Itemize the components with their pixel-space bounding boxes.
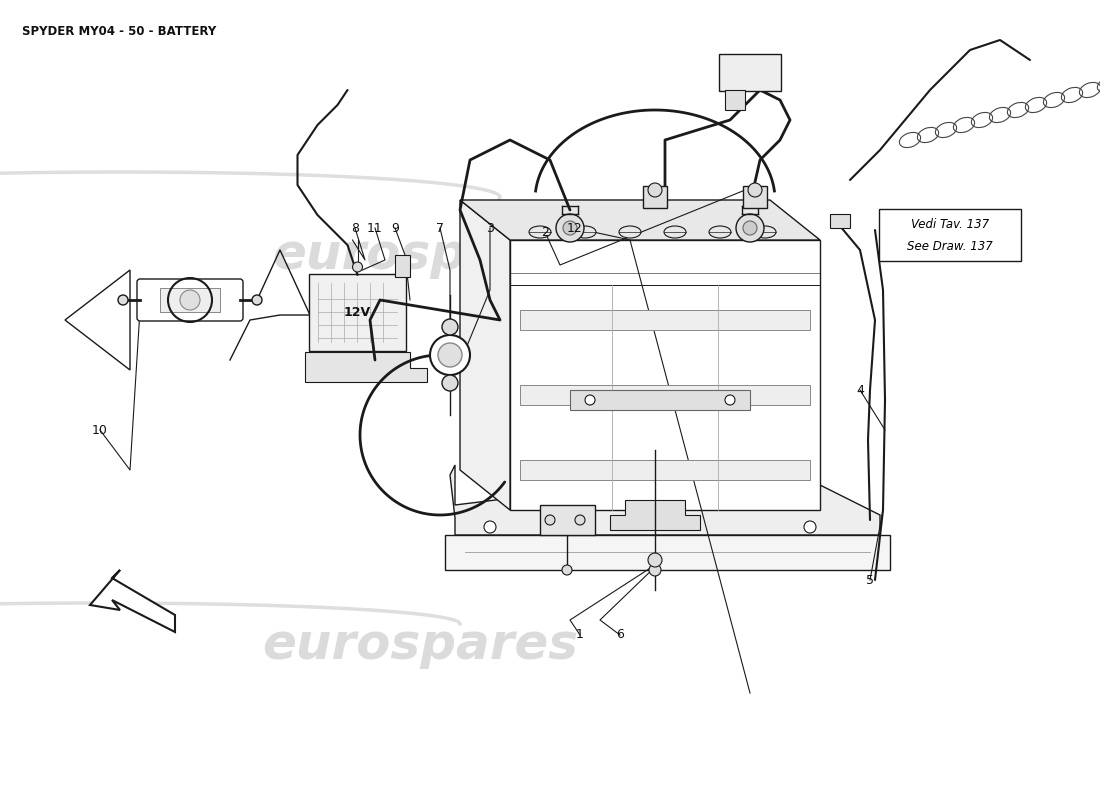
Polygon shape xyxy=(460,200,510,510)
Text: 9: 9 xyxy=(392,222,399,234)
Text: 4: 4 xyxy=(856,383,864,397)
Circle shape xyxy=(544,515,556,525)
FancyBboxPatch shape xyxy=(719,54,781,91)
Circle shape xyxy=(118,295,128,305)
Circle shape xyxy=(649,564,661,576)
Text: 1: 1 xyxy=(576,629,584,642)
Circle shape xyxy=(430,335,470,375)
Text: SPYDER MY04 - 50 - BATTERY: SPYDER MY04 - 50 - BATTERY xyxy=(22,25,217,38)
FancyBboxPatch shape xyxy=(160,288,220,312)
Circle shape xyxy=(725,395,735,405)
Text: 3: 3 xyxy=(486,222,494,234)
Polygon shape xyxy=(446,535,890,570)
Circle shape xyxy=(562,565,572,575)
FancyBboxPatch shape xyxy=(742,186,767,208)
Circle shape xyxy=(575,515,585,525)
Circle shape xyxy=(556,214,584,242)
FancyBboxPatch shape xyxy=(520,385,810,405)
FancyBboxPatch shape xyxy=(520,460,810,480)
Polygon shape xyxy=(610,500,700,530)
Text: 7: 7 xyxy=(436,222,444,234)
Text: 2: 2 xyxy=(541,226,549,238)
Text: 8: 8 xyxy=(351,222,359,234)
Ellipse shape xyxy=(619,226,641,238)
FancyBboxPatch shape xyxy=(309,274,406,351)
Ellipse shape xyxy=(664,226,686,238)
Polygon shape xyxy=(65,270,130,370)
FancyBboxPatch shape xyxy=(879,209,1021,261)
Polygon shape xyxy=(90,570,175,632)
Circle shape xyxy=(585,395,595,405)
Circle shape xyxy=(648,553,662,567)
Bar xyxy=(510,240,820,510)
Text: See Draw. 137: See Draw. 137 xyxy=(908,239,993,253)
Circle shape xyxy=(648,183,662,197)
Circle shape xyxy=(442,319,458,335)
Text: eurospares: eurospares xyxy=(272,231,588,279)
FancyBboxPatch shape xyxy=(138,279,243,321)
Circle shape xyxy=(252,295,262,305)
Circle shape xyxy=(442,375,458,391)
FancyBboxPatch shape xyxy=(395,255,410,277)
Polygon shape xyxy=(450,465,880,535)
Text: 10: 10 xyxy=(92,423,108,437)
Ellipse shape xyxy=(574,226,596,238)
Ellipse shape xyxy=(754,226,776,238)
FancyBboxPatch shape xyxy=(540,505,595,535)
Circle shape xyxy=(180,290,200,310)
Circle shape xyxy=(484,521,496,533)
Text: eurospares: eurospares xyxy=(262,621,578,669)
FancyBboxPatch shape xyxy=(644,186,667,208)
Circle shape xyxy=(804,521,816,533)
Circle shape xyxy=(563,221,578,235)
FancyBboxPatch shape xyxy=(570,390,750,410)
Text: 5: 5 xyxy=(866,574,874,586)
Text: 12V: 12V xyxy=(344,306,371,319)
Circle shape xyxy=(736,214,764,242)
Circle shape xyxy=(748,183,762,197)
Text: Vedi Tav. 137: Vedi Tav. 137 xyxy=(911,218,989,230)
Circle shape xyxy=(438,343,462,367)
FancyBboxPatch shape xyxy=(830,214,850,228)
Polygon shape xyxy=(460,200,820,240)
FancyBboxPatch shape xyxy=(520,310,810,330)
Text: 12: 12 xyxy=(568,222,583,234)
Ellipse shape xyxy=(710,226,732,238)
Polygon shape xyxy=(305,352,427,382)
Ellipse shape xyxy=(529,226,551,238)
Circle shape xyxy=(742,221,757,235)
Circle shape xyxy=(352,262,363,272)
FancyBboxPatch shape xyxy=(725,90,745,110)
Text: 11: 11 xyxy=(367,222,383,234)
Text: 6: 6 xyxy=(616,629,624,642)
